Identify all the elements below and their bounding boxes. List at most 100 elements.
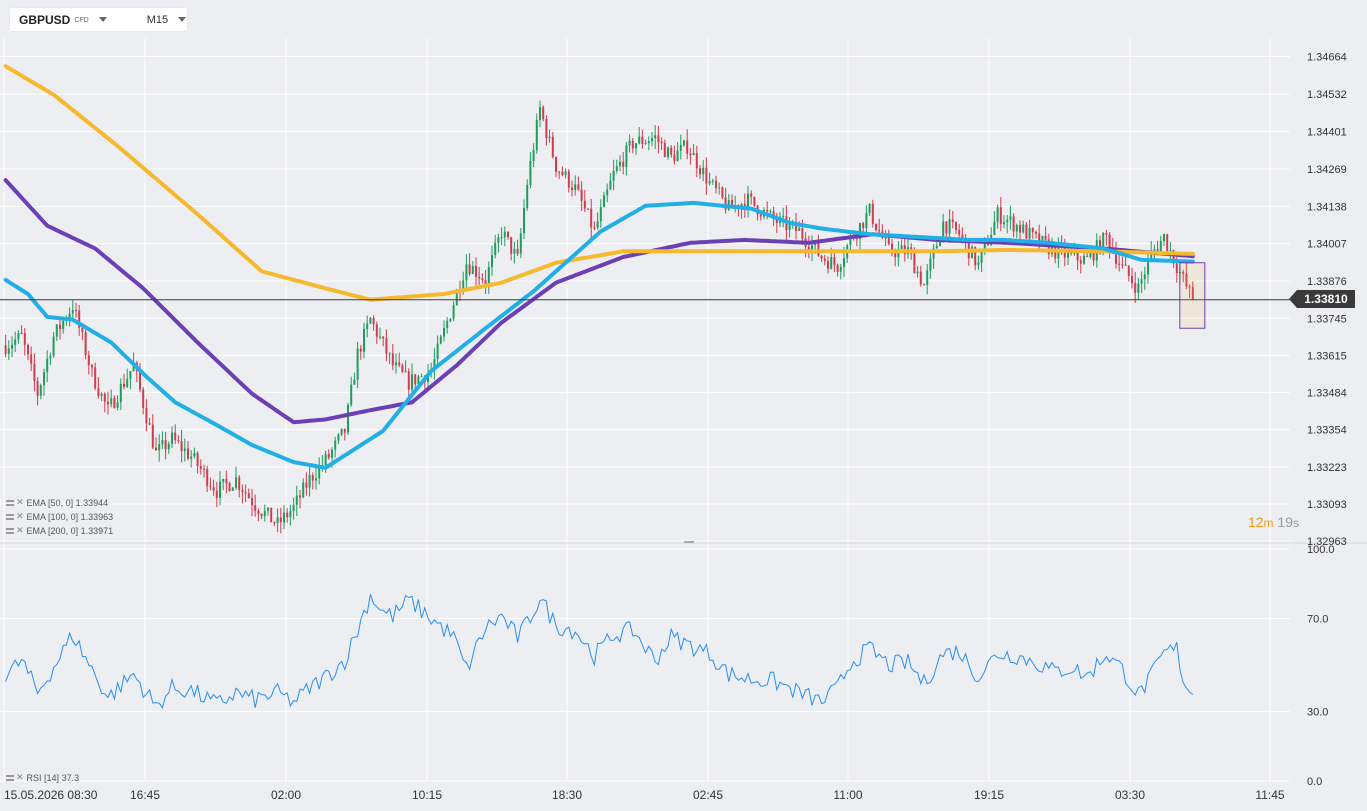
candle-body [535, 119, 538, 151]
candle-body [1143, 274, 1146, 280]
candle-body [14, 339, 17, 345]
candle-body [231, 487, 234, 491]
candle-body [532, 150, 535, 161]
time-tick-label: 02:00 [271, 788, 301, 802]
time-tick-label: 10:15 [412, 788, 442, 802]
candle-body [980, 251, 983, 263]
candle-body [862, 223, 865, 229]
candle-body [977, 262, 980, 266]
candle-body [1134, 282, 1137, 293]
candle-body [484, 280, 487, 285]
close-icon[interactable]: ✕ [16, 497, 24, 507]
candle-body [283, 512, 285, 523]
close-icon[interactable]: ✕ [16, 511, 24, 521]
symbol-selector[interactable]: GBPUSD CFD M15 [10, 8, 187, 31]
drag-handle-icon[interactable] [6, 527, 14, 534]
price-tick-label: 1.32963 [1307, 536, 1347, 548]
candle-body [612, 170, 615, 181]
candle-body [775, 219, 778, 224]
candle-body [363, 329, 365, 352]
candle-body [875, 223, 877, 230]
candle-body [507, 231, 509, 238]
candle-body [75, 310, 77, 312]
candle-body [411, 374, 413, 390]
candle-body [407, 371, 410, 390]
candle-body [667, 147, 669, 158]
candle-body [356, 348, 359, 380]
legend-ema100[interactable]: ✕ EMA [100, 0] 1.33963 [6, 511, 113, 522]
candle-body [71, 310, 74, 314]
candle-body [212, 487, 215, 491]
candle-body [228, 483, 231, 491]
close-icon[interactable]: ✕ [16, 525, 24, 535]
candle-body [1172, 250, 1175, 264]
candle-body [100, 393, 103, 396]
timeframe-selector[interactable]: M15 [146, 13, 169, 26]
candle-body [919, 271, 922, 285]
candle-body [878, 229, 881, 232]
candlestick-series [4, 100, 1194, 534]
candle-body [1003, 222, 1005, 225]
timeframe-chevron-down-icon[interactable] [178, 17, 187, 22]
candle-body [395, 362, 397, 366]
candle-body [155, 447, 157, 451]
drag-handle-icon[interactable] [6, 774, 14, 781]
candle-body [446, 321, 449, 329]
time-tick-label: 11:00 [833, 788, 862, 802]
rsi-tick-label: 0.0 [1307, 776, 1322, 788]
candle-body [513, 248, 516, 254]
candle-body [123, 383, 125, 387]
legend-rsi[interactable]: ✕ RSI [14] 37.3 [6, 772, 79, 783]
candle-body [827, 260, 829, 269]
candle-body [631, 140, 634, 149]
candle-body [126, 378, 129, 387]
price-tick-label: 1.33093 [1307, 499, 1347, 511]
candle-body [78, 310, 81, 328]
candle-body [663, 142, 666, 158]
candle-body [884, 237, 887, 239]
panel-splitter-handle[interactable] [684, 541, 694, 543]
candle-body [1163, 234, 1165, 241]
candle-body [839, 266, 842, 272]
candle-body [388, 353, 391, 355]
candle-body [731, 200, 733, 208]
candle-body [999, 207, 1002, 225]
candle-body [679, 144, 682, 151]
symbol-type: CFD [74, 17, 89, 24]
candle-body [1031, 228, 1034, 232]
drag-handle-icon[interactable] [6, 499, 14, 506]
candle-body [932, 248, 935, 259]
candle-body [894, 253, 897, 258]
candle-body [641, 136, 644, 144]
candle-body [247, 493, 250, 499]
candle-body [622, 161, 625, 167]
legend-ema50-label: EMA [50, 0] 1.33944 [26, 497, 109, 508]
candle-body [238, 477, 241, 490]
close-icon[interactable]: ✕ [16, 772, 24, 782]
price-tick-label: 1.34269 [1307, 164, 1347, 176]
candle-body [830, 257, 833, 269]
candle-body [103, 393, 106, 402]
time-tick-label: 03:30 [1115, 788, 1145, 802]
legend-ema50[interactable]: ✕ EMA [50, 0] 1.33944 [6, 497, 108, 508]
candle-body [193, 453, 196, 457]
candle-body [711, 180, 714, 182]
candle-body [1022, 224, 1025, 233]
candle-body [699, 168, 701, 175]
drag-handle-icon[interactable] [6, 513, 14, 520]
candle-body [1166, 234, 1169, 252]
candle-body [299, 495, 301, 498]
candle-body [724, 197, 727, 210]
candle-body [55, 324, 58, 337]
candle-body [1108, 234, 1111, 250]
symbol-dropdown-chevron-down-icon[interactable] [98, 17, 107, 22]
candle-body [1086, 255, 1089, 257]
candle-body [673, 154, 676, 162]
candle-body [1169, 250, 1172, 252]
candle-body [702, 167, 705, 175]
legend-ema200[interactable]: ✕ EMA [200, 0] 1.33971 [6, 525, 113, 536]
candle-body [308, 475, 311, 488]
candle-body [942, 221, 945, 241]
candle-body [404, 371, 407, 373]
